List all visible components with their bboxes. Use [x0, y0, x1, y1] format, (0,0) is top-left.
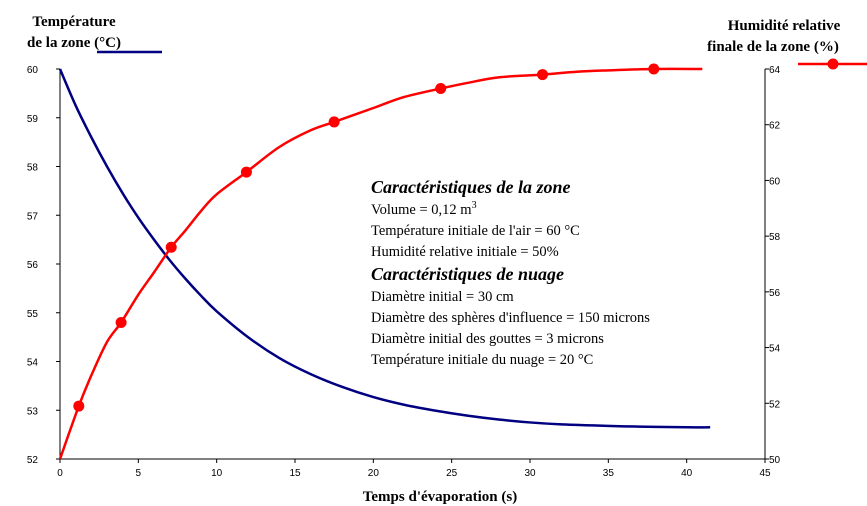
annotation-heading-zone: Caractéristiques de la zone	[371, 177, 571, 197]
right-axis-label-line1: Humidité relative	[728, 18, 841, 34]
left-y-tick-label: 53	[27, 406, 39, 417]
humidity-data-point	[328, 116, 340, 128]
annotation-heading-cloud: Caractéristiques de nuage	[371, 264, 564, 284]
right-y-tick-label: 56	[769, 288, 781, 299]
humidity-data-point	[240, 166, 252, 178]
right-y-tick-label: 64	[769, 65, 781, 76]
annotation-influence-spheres: Diamètre des sphères d'influence = 150 m…	[371, 310, 650, 326]
annotation-block: Caractéristiques de la zone Volume = 0,1…	[371, 177, 650, 368]
annotation-initial-diameter: Diamètre initial = 30 cm	[371, 289, 514, 305]
annotation-air-temperature: Température initiale de l'air = 60 °C	[371, 223, 580, 239]
left-y-tick-label: 55	[27, 309, 39, 320]
x-tick-label: 20	[368, 468, 380, 479]
right-y-tick-label: 62	[769, 121, 781, 132]
left-y-tick-label: 54	[27, 358, 39, 369]
humidity-data-point	[115, 317, 127, 328]
right-axis-label-line2: finale de la zone (%)	[707, 39, 839, 55]
right-y-tick-label: 60	[769, 176, 781, 187]
left-y-tick-label: 57	[27, 211, 39, 222]
left-axis-label-line2: de la zone (°C)	[27, 35, 121, 51]
legend-marker-humidity	[827, 58, 839, 70]
left-y-tick-label: 60	[27, 65, 39, 76]
annotation-volume-superscript: 3	[472, 200, 477, 211]
right-y-tick-label: 54	[769, 344, 781, 355]
x-tick-label: 35	[603, 468, 615, 479]
annotation-volume-text: Volume = 0,12 m	[371, 202, 472, 218]
left-y-tick-label: 56	[27, 260, 39, 271]
humidity-data-point	[73, 400, 85, 412]
x-tick-label: 5	[136, 468, 142, 479]
humidity-data-point	[648, 63, 660, 75]
left-y-tick-label: 58	[27, 163, 39, 174]
x-axis-label: Temps d'évaporation (s)	[363, 489, 517, 505]
x-tick-label: 0	[57, 468, 63, 479]
x-tick-label: 30	[524, 468, 536, 479]
x-tick-label: 25	[446, 468, 458, 479]
x-tick-label: 45	[759, 468, 771, 479]
annotation-volume: Volume = 0,12 m3	[371, 200, 477, 218]
right-y-tick-label: 52	[769, 399, 781, 410]
x-tick-label: 15	[289, 468, 301, 479]
annotation-droplet-diameter: Diamètre initial des gouttes = 3 microns	[371, 331, 604, 347]
x-tick-label: 10	[211, 468, 223, 479]
right-y-tick-label: 50	[769, 455, 781, 466]
temperature-series-line	[58, 68, 711, 429]
left-y-tick-label: 59	[27, 114, 39, 125]
x-tick-label: 40	[681, 468, 693, 479]
right-y-tick-label: 58	[769, 232, 781, 243]
left-axis-label-line1: Température	[32, 14, 116, 30]
humidity-data-point	[165, 241, 177, 253]
humidity-data-point	[435, 83, 447, 94]
annotation-cloud-temperature: Température initiale du nuage = 20 °C	[371, 352, 593, 368]
left-y-tick-label: 52	[27, 455, 39, 466]
humidity-data-point	[537, 69, 549, 81]
annotation-initial-humidity: Humidité relative initiale = 50%	[371, 244, 559, 260]
